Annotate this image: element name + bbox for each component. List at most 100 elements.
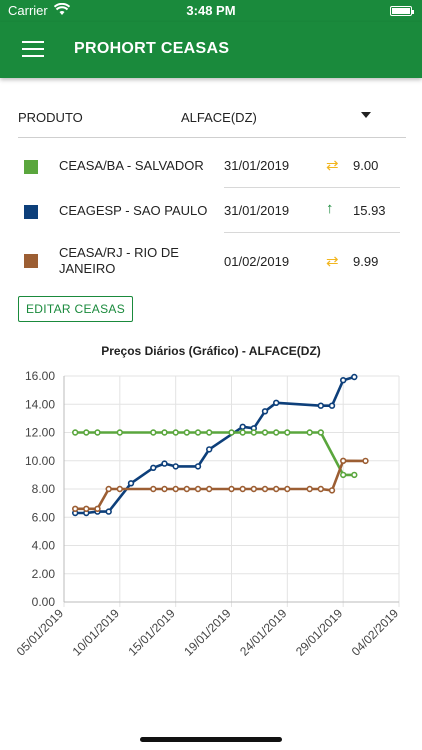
data-point (351, 373, 358, 381)
chart-title: Preços Diários (Gráfico) - ALFACE(DZ) (101, 344, 321, 358)
data-point (273, 399, 280, 406)
data-point (116, 485, 124, 493)
data-point (284, 429, 291, 436)
data-point (83, 429, 90, 436)
y-tick-label: 6.00 (32, 510, 56, 524)
home-indicator (140, 737, 282, 742)
ceasa-date: 01/02/2019 (224, 254, 290, 269)
y-tick-label: 4.00 (32, 539, 56, 553)
data-point (317, 485, 324, 493)
y-tick-label: 14.00 (25, 397, 55, 411)
x-tick-label: 24/01/2019 (237, 606, 290, 659)
data-point (71, 505, 79, 513)
ceasa-row-rio-de-janeiro: CEASA/RJ - RIO DE JANEIRO 01/02/2019 ⇄ 9… (18, 238, 406, 284)
data-point (183, 485, 191, 493)
data-point (250, 485, 258, 493)
data-point (206, 429, 213, 436)
data-point (206, 446, 213, 453)
data-point (261, 485, 269, 493)
x-tick-label: 19/01/2019 (181, 606, 234, 659)
row-divider (224, 232, 400, 233)
ceasa-date: 31/01/2019 (224, 158, 290, 173)
data-point (150, 429, 157, 436)
series-color-swatch (24, 160, 38, 174)
data-point (105, 485, 112, 493)
x-tick-label: 29/01/2019 (293, 606, 346, 659)
data-point (340, 457, 347, 465)
trend-up-icon: ↑ (326, 200, 334, 217)
data-point (261, 429, 269, 436)
series-line-2 (75, 459, 366, 511)
data-point (340, 377, 347, 384)
app-title: PROHORT CEASAS (74, 40, 230, 57)
ceasa-row-salvador: CEASA/BA - SALVADOR 31/01/2019 ⇄ 9.00 (18, 144, 406, 188)
data-point (83, 505, 90, 513)
x-tick-label: 15/01/2019 (125, 606, 178, 659)
data-point (71, 429, 79, 436)
wifi-icon (53, 2, 71, 19)
status-bar: Carrier 3:48 PM (0, 0, 422, 22)
trend-stable-icon: ⇄ (326, 253, 339, 270)
data-point (105, 508, 112, 515)
data-point (116, 429, 124, 436)
ceasa-price: 15.93 (353, 203, 386, 218)
data-point (273, 485, 280, 493)
data-point (228, 485, 235, 493)
data-point (183, 429, 191, 436)
y-tick-label: 2.00 (32, 567, 56, 581)
data-point (161, 460, 168, 467)
ceasa-name: CEASA/BA - SALVADOR (59, 158, 204, 173)
data-point (94, 505, 101, 513)
price-line-chart: 0.00 2.00 4.00 6.00 8.00 10.00 12.00 14.00 16.00… (14, 369, 402, 659)
x-tick-label: 04/02/2019 (349, 606, 402, 659)
data-point (328, 487, 336, 494)
series-color-swatch (24, 205, 38, 219)
product-value[interactable]: ALFACE(DZ) (181, 110, 257, 125)
product-label: PRODUTO (18, 110, 83, 125)
data-point (250, 429, 258, 436)
data-point (340, 471, 347, 479)
data-point (94, 429, 101, 436)
edit-ceasas-button[interactable]: EDITAR CEASAS (18, 296, 133, 322)
app-bar: PROHORT CEASAS (0, 22, 422, 78)
ceasa-price: 9.00 (353, 158, 379, 173)
ceasa-price: 9.99 (353, 254, 379, 269)
data-point (328, 402, 336, 409)
data-point (284, 485, 291, 493)
data-point (261, 408, 269, 415)
data-point (161, 429, 168, 436)
data-point (239, 423, 246, 431)
data-point (239, 485, 246, 493)
data-point (317, 429, 324, 436)
data-point (306, 485, 313, 493)
carrier-label: Carrier (8, 3, 48, 18)
data-point (161, 485, 168, 493)
data-point (206, 485, 213, 493)
data-point (273, 429, 280, 436)
x-tick-label: 05/01/2019 (14, 606, 67, 659)
series-color-swatch (24, 254, 38, 268)
y-tick-label: 0.00 (32, 595, 56, 609)
data-point (172, 429, 179, 436)
row-divider (224, 187, 400, 188)
ceasa-name: CEASA/RJ - RIO DE JANEIRO (59, 245, 179, 276)
dropdown-caret-icon[interactable] (361, 112, 371, 118)
clock: 3:48 PM (186, 3, 236, 18)
y-tick-label: 12.00 (25, 426, 55, 440)
trend-stable-icon: ⇄ (326, 157, 339, 174)
data-point (150, 464, 157, 472)
series-line-0 (75, 375, 355, 515)
data-point (194, 485, 202, 493)
data-point (239, 429, 246, 436)
ceasa-name: CEAGESP - SAO PAULO (59, 203, 208, 218)
data-point (150, 485, 157, 493)
y-tick-label: 16.00 (25, 369, 55, 383)
hamburger-icon[interactable] (22, 41, 44, 59)
data-point (317, 402, 324, 409)
data-point (172, 463, 179, 470)
data-point (351, 471, 358, 479)
product-selector[interactable]: PRODUTO ALFACE(DZ) (18, 104, 406, 138)
x-tick-label: 10/01/2019 (70, 606, 123, 659)
y-tick-label: 8.00 (32, 482, 56, 496)
data-point (362, 457, 369, 465)
